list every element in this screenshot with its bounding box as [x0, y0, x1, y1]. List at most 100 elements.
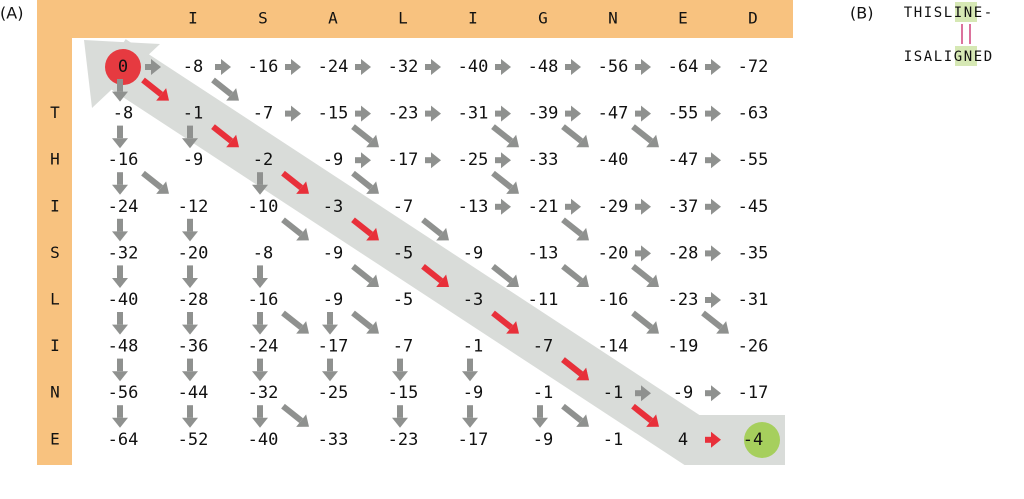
- arrow: [425, 105, 441, 122]
- arrow-head: [112, 91, 128, 102]
- arrow: [355, 59, 371, 75]
- arrow-head: [571, 105, 581, 122]
- arrow-head: [252, 324, 268, 335]
- arrow-shaft: [421, 217, 444, 237]
- arrow-head: [252, 417, 268, 428]
- score: -72: [738, 57, 769, 77]
- score: -47: [668, 150, 699, 170]
- arrow: [281, 310, 309, 334]
- arrow-head: [716, 321, 729, 334]
- arrow: [392, 358, 408, 382]
- arrow-head: [291, 59, 301, 75]
- end-cell: [744, 422, 780, 458]
- score: -26: [738, 337, 769, 357]
- arrow-head: [646, 414, 659, 427]
- score: -17: [388, 150, 419, 170]
- sequence-letter: I: [924, 5, 932, 21]
- arrow: [252, 358, 268, 382]
- arrow: [112, 172, 128, 195]
- score: -1: [533, 383, 553, 403]
- arrow-shaft: [281, 170, 304, 190]
- score: -19: [668, 337, 699, 357]
- arrow-head: [296, 321, 309, 334]
- column-header: A: [328, 9, 338, 28]
- sequence-letter: H: [914, 5, 922, 21]
- arrow-shaft: [351, 217, 374, 237]
- arrow: [351, 124, 379, 148]
- row-header: I: [50, 196, 60, 215]
- arrow-head: [112, 184, 128, 195]
- column-header: E: [678, 9, 688, 28]
- arrow: [252, 405, 268, 428]
- row-header: L: [50, 290, 60, 309]
- arrow-head: [462, 417, 478, 428]
- score: -39: [528, 104, 559, 124]
- arrow: [211, 124, 239, 148]
- column-header: I: [188, 9, 198, 28]
- arrow: [281, 170, 309, 194]
- arrow-head: [501, 59, 511, 75]
- arrow-head: [641, 385, 651, 402]
- arrow: [561, 217, 589, 241]
- score: -17: [738, 383, 769, 403]
- row-header: T: [50, 103, 60, 122]
- arrow-shaft: [211, 124, 234, 144]
- column-header: L: [398, 9, 408, 28]
- score: -64: [108, 430, 139, 450]
- arrow-head: [711, 152, 721, 169]
- arrow-shaft: [561, 403, 584, 423]
- arrow: [631, 403, 659, 427]
- arrow: [112, 312, 128, 335]
- arrow: [491, 264, 519, 288]
- score: -9: [533, 430, 553, 450]
- sequence-letter: D: [984, 49, 992, 65]
- score: -21: [528, 197, 559, 217]
- score: -32: [108, 243, 139, 263]
- arrow: [705, 245, 721, 262]
- arrow-head: [431, 152, 441, 169]
- column-header: I: [468, 9, 478, 28]
- arrow-head: [366, 227, 379, 241]
- row-header: I: [50, 336, 60, 355]
- score: -5: [393, 290, 413, 310]
- arrow: [635, 245, 651, 262]
- score: -4: [743, 430, 763, 450]
- arrow-shaft: [421, 264, 444, 284]
- arrow-head: [296, 181, 309, 194]
- score: -56: [108, 383, 139, 403]
- arrow-head: [711, 59, 721, 75]
- score: -14: [598, 337, 629, 357]
- arrow-head: [436, 274, 449, 288]
- score: -7: [253, 104, 273, 124]
- score: -28: [178, 290, 209, 310]
- arrow: [355, 152, 371, 169]
- arrow-head: [711, 198, 721, 215]
- score: -23: [668, 290, 699, 310]
- arrow-head: [182, 417, 198, 428]
- arrow-head: [291, 105, 301, 122]
- arrow-shaft: [491, 310, 514, 330]
- arrow-head: [641, 198, 651, 215]
- score: -31: [738, 290, 769, 310]
- column-header: G: [538, 9, 548, 28]
- arrow-shaft: [701, 310, 724, 330]
- arrow-head: [646, 274, 659, 288]
- score: -64: [668, 57, 699, 77]
- score: -28: [668, 243, 699, 263]
- arrow: [425, 152, 441, 169]
- sequence-letter: A: [924, 49, 933, 65]
- start-cell: [105, 49, 141, 85]
- arrow-head: [506, 274, 519, 288]
- score: -1: [603, 383, 623, 403]
- score: -47: [598, 104, 629, 124]
- arrow-head: [252, 278, 268, 288]
- arrow: [351, 264, 379, 288]
- arrow-shaft: [561, 124, 584, 144]
- sequence-letter: E: [974, 5, 982, 21]
- arrow-head: [361, 105, 371, 122]
- score: -45: [738, 197, 769, 217]
- score: -12: [178, 197, 209, 217]
- score: -8: [183, 57, 203, 77]
- arrow: [351, 310, 379, 334]
- score: -9: [323, 290, 343, 310]
